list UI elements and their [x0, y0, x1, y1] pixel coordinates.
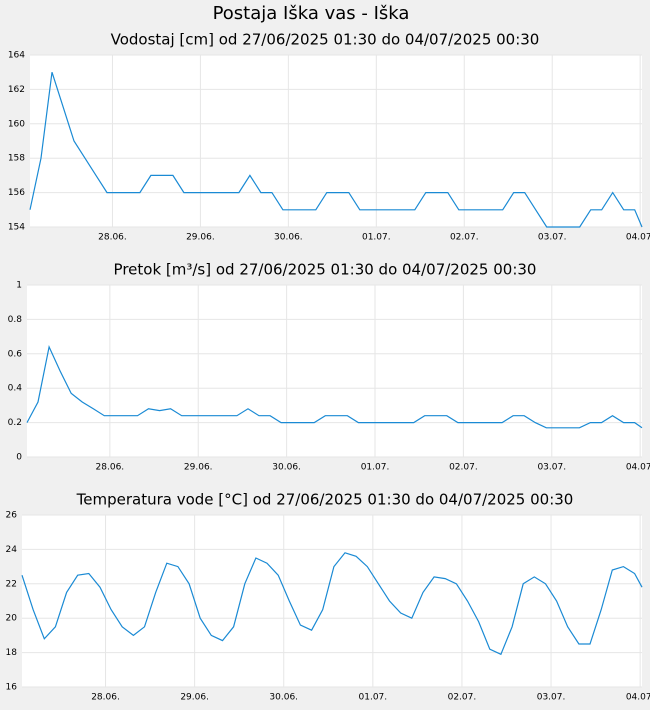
y-tick-label: 156	[8, 188, 25, 198]
x-tick-label: 03.07.	[537, 693, 566, 703]
y-tick-label: 24	[6, 545, 18, 555]
x-tick-label: 02.07.	[448, 693, 477, 703]
y-tick-label: 16	[6, 683, 18, 693]
y-tick-label: 158	[8, 154, 25, 164]
y-tick-label: 26	[6, 511, 18, 521]
y-tick-label: 164	[8, 51, 25, 61]
chart-title: Pretok [m³/s] od 27/06/2025 01:30 do 04/…	[114, 261, 537, 279]
y-tick-label: 160	[8, 119, 25, 129]
x-tick-label: 29.06.	[180, 693, 209, 703]
x-tick-label: 03.07.	[537, 463, 566, 473]
data-line	[26, 344, 643, 429]
x-tick-label: 29.06.	[184, 463, 213, 473]
chart-title: Vodostaj [cm] od 27/06/2025 01:30 do 04/…	[111, 31, 540, 49]
x-tick-label: 01.07.	[359, 693, 388, 703]
y-tick-label: 0.8	[8, 315, 23, 325]
y-tick-label: 162	[8, 85, 25, 95]
y-tick-label: 20	[6, 614, 18, 624]
plot-area	[27, 285, 642, 457]
y-tick-label: 0.2	[8, 418, 22, 428]
y-tick-label: 0	[16, 453, 22, 463]
data-line	[21, 552, 643, 656]
x-tick-label: 04.07.	[626, 463, 650, 473]
plot-area	[30, 55, 642, 227]
y-tick-label: 18	[6, 648, 18, 658]
x-tick-label: 01.07.	[361, 463, 390, 473]
x-tick-label: 29.06.	[186, 233, 215, 243]
y-tick-label: 154	[8, 223, 25, 233]
x-tick-label: 04.07.	[626, 693, 650, 703]
x-tick-label: 28.06.	[91, 693, 120, 703]
x-tick-label: 01.07.	[362, 233, 391, 243]
plot-area	[22, 515, 642, 687]
x-tick-label: 04.07.	[626, 233, 650, 243]
x-tick-label: 30.06.	[272, 463, 301, 473]
data-line	[29, 72, 643, 228]
y-tick-label: 22	[6, 579, 17, 589]
page-title: Postaja Iška vas - Iška	[213, 3, 410, 24]
x-tick-label: 30.06.	[274, 233, 303, 243]
y-tick-label: 0.4	[8, 384, 23, 394]
chart-title: Temperatura vode [°C] od 27/06/2025 01:3…	[76, 491, 574, 509]
x-tick-label: 30.06.	[269, 693, 298, 703]
y-tick-label: 0.6	[8, 349, 23, 359]
y-tick-label: 1	[16, 281, 22, 291]
x-tick-label: 03.07.	[538, 233, 567, 243]
x-tick-label: 28.06.	[98, 233, 127, 243]
x-tick-label: 28.06.	[96, 463, 125, 473]
x-tick-label: 02.07.	[450, 233, 479, 243]
x-tick-label: 02.07.	[449, 463, 478, 473]
